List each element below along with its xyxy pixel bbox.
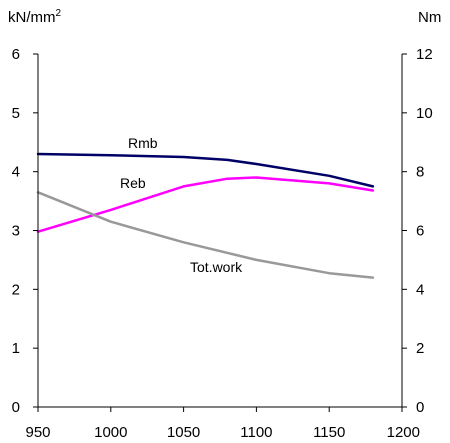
- left-axis-unit: kN/mm2: [8, 8, 62, 26]
- x-tick-label: 950: [25, 424, 50, 441]
- x-tick-label: 1000: [94, 424, 127, 441]
- left-tick-label: 5: [12, 105, 20, 122]
- series-line-rmb: [36, 152, 375, 188]
- x-tick-label: 1100: [240, 424, 272, 441]
- series-label-reb: Reb: [120, 175, 146, 191]
- right-tick-label: 10: [416, 105, 433, 122]
- left-tick-label: 4: [12, 164, 20, 181]
- axes: [33, 53, 407, 412]
- left-tick-label: 0: [12, 399, 20, 416]
- x-tick-label: 1200: [387, 424, 420, 441]
- series-label-tot-work: Tot.work: [190, 259, 243, 275]
- right-tick-label: 0: [416, 399, 424, 416]
- plot-area: [36, 152, 375, 279]
- right-tick-label: 8: [416, 164, 424, 181]
- x-tick-label: 1050: [167, 424, 200, 441]
- left-tick-label: 1: [12, 340, 20, 357]
- series-label-rmb: Rmb: [128, 135, 158, 151]
- left-tick-label: 2: [12, 281, 20, 298]
- left-tick-label: 6: [12, 46, 20, 63]
- x-tick-label: 1150: [313, 424, 345, 441]
- right-tick-label: 12: [416, 46, 433, 63]
- right-tick-label: 6: [416, 223, 424, 240]
- series-line-tot-work: [36, 191, 375, 279]
- series-line-reb: [36, 176, 375, 233]
- left-tick-label: 3: [12, 223, 20, 240]
- right-tick-label: 2: [416, 340, 424, 357]
- right-axis-unit: Nm: [418, 9, 441, 26]
- right-tick-label: 4: [416, 281, 424, 298]
